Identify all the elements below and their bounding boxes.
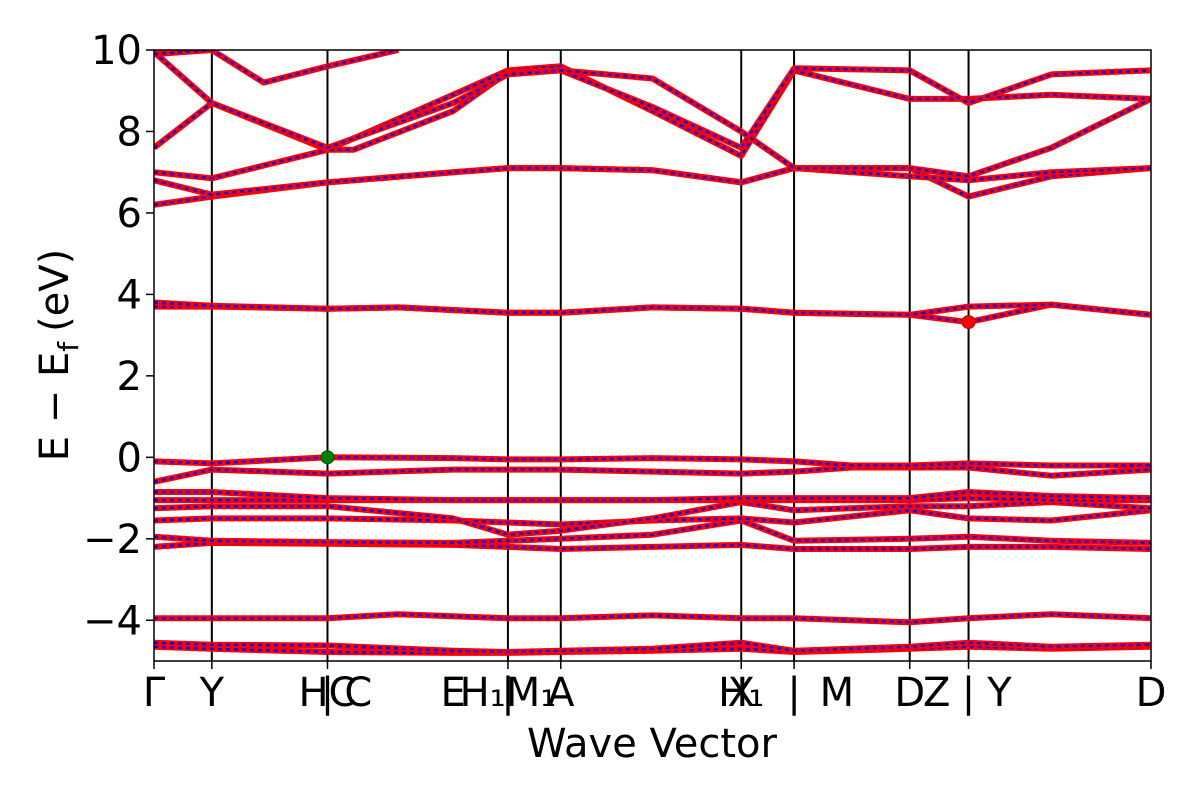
y-tick-label: 2 xyxy=(117,354,142,400)
kpoint-label: Γ xyxy=(143,670,166,716)
band-line-blue xyxy=(154,456,1151,467)
kpoint-label: D xyxy=(1136,670,1167,716)
band-line-blue xyxy=(154,51,1151,178)
y-tick-label: 0 xyxy=(117,435,142,481)
band-line-red xyxy=(154,517,1151,546)
y-tick-label: 4 xyxy=(117,272,142,318)
band-line-blue xyxy=(154,466,1151,484)
x-axis-label: Wave Vector xyxy=(527,721,778,767)
band-line-blue xyxy=(154,301,1151,317)
band-line-red xyxy=(154,50,399,86)
y-axis-label-unit: (eV) xyxy=(32,249,78,332)
y-axis-ticks: −4 −2 0 2 4 6 8 10 xyxy=(83,28,154,644)
kpoint-label: C xyxy=(344,670,372,716)
kpoint-label: Y xyxy=(199,670,225,716)
kpoint-label: X xyxy=(728,670,755,716)
band-line-blue xyxy=(154,65,1151,180)
band-line-red xyxy=(154,63,1151,182)
y-axis-label-main: E − E xyxy=(32,352,78,462)
band-line-blue xyxy=(154,166,1151,207)
kpoint-label: Y xyxy=(986,670,1012,716)
y-tick-label: −2 xyxy=(83,517,142,563)
band-line-blue xyxy=(154,67,1151,152)
y-axis-label-sub: f xyxy=(52,341,85,352)
y-axis-label: E − Ef (eV) xyxy=(32,249,85,462)
band-line-red xyxy=(154,499,1151,538)
band-line-blue xyxy=(154,519,1151,545)
y-tick-label: 10 xyxy=(91,28,142,74)
kpoint-label: H₁M₁ xyxy=(460,670,557,716)
axes-frame xyxy=(153,49,1152,662)
band-line-blue xyxy=(154,612,1151,624)
y-tick-label: −4 xyxy=(83,598,142,644)
band-line-blue xyxy=(154,50,399,84)
band-lines xyxy=(154,50,1151,656)
kpoint-label: Z xyxy=(923,670,950,716)
kpoint-label: HC xyxy=(298,670,356,716)
cbm-marker xyxy=(961,315,976,330)
kpoint-label: | xyxy=(501,670,514,716)
kpoint-label: | xyxy=(962,670,975,716)
plot-area xyxy=(153,49,1152,662)
band-line-blue xyxy=(154,490,1151,502)
kpoint-label: D xyxy=(894,670,925,716)
band-line-red xyxy=(154,165,1151,198)
kpoint-label: M xyxy=(820,670,855,716)
band-line-blue xyxy=(154,641,1151,654)
kpoint-label: | xyxy=(787,670,800,716)
kpoint-label: | xyxy=(321,670,334,716)
vbm-marker xyxy=(320,450,335,465)
y-tick-label: 6 xyxy=(117,191,142,237)
y-tick-label: 8 xyxy=(117,109,142,155)
kpoint-label: E xyxy=(440,670,465,716)
band-line-blue xyxy=(154,541,1151,551)
kpoint-label: A xyxy=(547,670,575,716)
kpoint-label: H₁ xyxy=(718,670,764,716)
